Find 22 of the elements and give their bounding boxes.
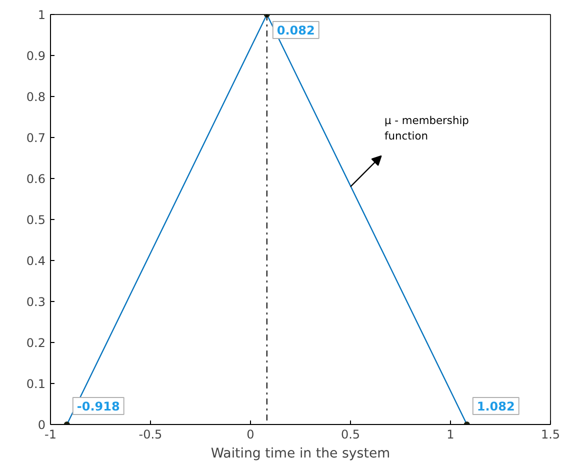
y-tick-label: 0.5 <box>26 213 46 227</box>
x-tick-label: -1 <box>44 428 56 442</box>
y-tick-label: 0.6 <box>26 172 46 186</box>
annotation: -0.918 <box>76 400 120 414</box>
x-tick-label: 0 <box>246 428 254 442</box>
y-tick-label: 0.4 <box>26 254 46 268</box>
y-tick-label: 1 <box>38 8 46 22</box>
annotation: 0.082 <box>276 24 315 38</box>
x-tick-label: -0.5 <box>138 428 162 442</box>
x-tick-label: 1.5 <box>540 428 560 442</box>
annotation: 1.082 <box>476 400 515 414</box>
y-tick-label: 0 <box>38 418 46 432</box>
y-tick-label: 0.7 <box>26 131 46 145</box>
y-tick-label: 0.9 <box>26 49 46 63</box>
y-tick-label: 0.3 <box>26 295 46 309</box>
x-tick-label: 1 <box>446 428 454 442</box>
x-tick-label: 0.5 <box>340 428 360 442</box>
y-tick-label: 0.2 <box>26 336 46 350</box>
annotation: μ - membership function <box>384 114 470 143</box>
y-tick-label: 0.1 <box>26 377 46 391</box>
y-tick-label: 0.8 <box>26 90 46 104</box>
x-axis-title: Waiting time in the system <box>210 446 390 462</box>
